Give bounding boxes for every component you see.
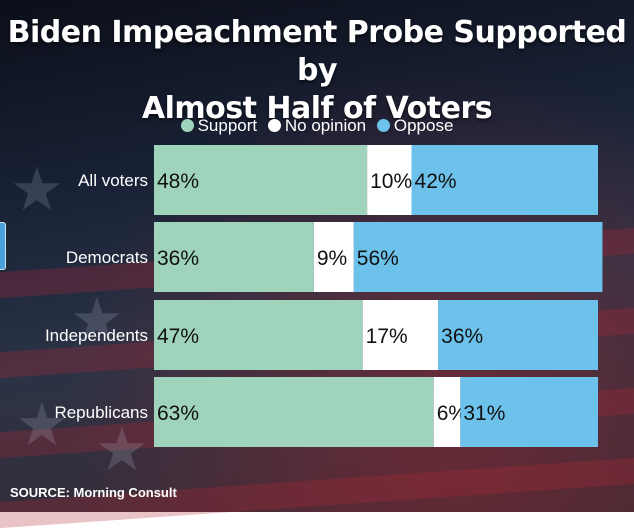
data-label-oppose-independents: 36% xyxy=(441,325,483,348)
star-icon: ★ xyxy=(15,391,69,458)
legend-label-support: Support xyxy=(197,116,258,135)
legend-label-oppose: Oppose xyxy=(393,116,454,135)
bar-oppose-republicans xyxy=(460,377,598,447)
data-label-support-all-voters: 48% xyxy=(157,170,199,193)
category-label-all-voters: All voters xyxy=(78,171,148,190)
bar-no-opinion-republicans xyxy=(433,377,461,447)
data-label-oppose-democrats: 56% xyxy=(357,247,399,270)
data-label-support-republicans: 63% xyxy=(157,402,199,425)
star-icon: ★ xyxy=(70,286,124,353)
star-icon: ★ xyxy=(95,416,149,483)
data-label-no-opinion-republicans: 6% xyxy=(437,402,467,425)
legend-item-oppose: Oppose xyxy=(376,116,454,136)
legend-swatch-support xyxy=(180,119,194,132)
data-label-no-opinion-democrats: 9% xyxy=(317,247,347,270)
bar-no-opinion-independents xyxy=(362,300,439,370)
bar-oppose-all-voters xyxy=(411,145,598,215)
data-label-oppose-all-voters: 42% xyxy=(415,170,457,193)
bar-no-opinion-all-voters xyxy=(367,145,412,215)
data-label-support-democrats: 36% xyxy=(157,247,199,270)
legend-item-no-opinion: No opinion xyxy=(267,116,367,136)
data-label-no-opinion-all-voters: 10% xyxy=(370,170,412,193)
chart-title: Biden Impeachment Probe Supported by Alm… xyxy=(0,14,634,128)
legend-item-support: Support xyxy=(180,116,258,136)
data-label-oppose-republicans: 31% xyxy=(463,402,505,425)
bar-support-democrats xyxy=(154,222,314,292)
category-label-republicans: Republicans xyxy=(54,403,148,422)
star-icon: ★ xyxy=(10,156,64,223)
bar-support-independents xyxy=(154,300,363,370)
data-label-no-opinion-independents: 17% xyxy=(366,325,408,348)
category-label-independents: Independents xyxy=(45,326,148,345)
legend-label-no-opinion: No opinion xyxy=(284,116,367,135)
legend-swatch-no-opinion xyxy=(267,119,281,132)
bar-support-all-voters xyxy=(154,145,368,215)
bar-oppose-democrats xyxy=(353,222,603,292)
bar-no-opinion-democrats xyxy=(313,222,354,292)
data-label-support-independents: 47% xyxy=(157,325,199,348)
legend: Support No opinion Oppose xyxy=(0,116,634,136)
legend-swatch-oppose xyxy=(376,119,390,132)
bar-oppose-independents xyxy=(438,300,598,370)
side-tab[interactable] xyxy=(0,222,6,270)
bar-support-republicans xyxy=(154,377,434,447)
title-line-1: Biden Impeachment Probe Supported by xyxy=(7,15,627,88)
title-line-2: Almost Half of Voters xyxy=(141,91,493,126)
source-note: SOURCE: Morning Consult xyxy=(10,485,177,500)
category-label-democrats: Democrats xyxy=(66,248,148,267)
stacked-bar-chart: All voters 48% 10% 42% Democrats 36% 9% 56% Inde… xyxy=(45,145,603,447)
